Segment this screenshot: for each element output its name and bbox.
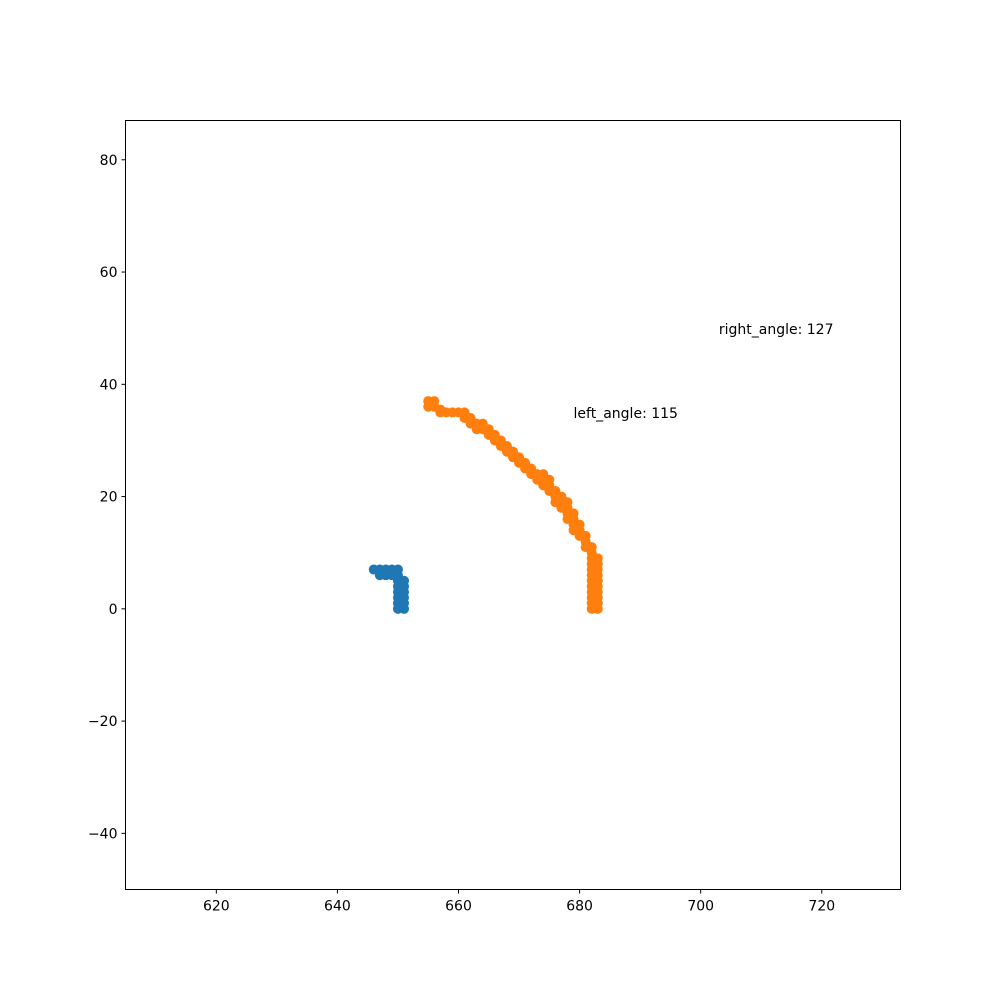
y-tick-label: −40 [88, 826, 118, 842]
data-point [592, 603, 603, 614]
x-tick-label: 720 [808, 899, 835, 915]
x-tick-label: 660 [445, 899, 472, 915]
y-tick-label: 40 [100, 377, 118, 393]
annotation-label: right_angle: 127 [719, 322, 834, 338]
data-points [368, 396, 603, 614]
x-tick-label: 680 [566, 899, 593, 915]
plot-frame [125, 120, 901, 890]
data-point [399, 603, 410, 614]
x-tick-label: 620 [203, 899, 230, 915]
annotations: left_angle: 115 right_angle: 127 [574, 322, 834, 422]
annotation-label: left_angle: 115 [574, 406, 678, 422]
y-tick-label: 0 [109, 602, 118, 618]
x-tick-label: 640 [324, 899, 351, 915]
y-tick-label: 80 [100, 153, 118, 169]
x-tick-label: 700 [687, 899, 714, 915]
series-1 [368, 564, 410, 614]
y-tick-label: 20 [100, 490, 118, 506]
y-tick-label: −20 [88, 714, 118, 730]
y-axis-ticks: −40 −20 0 20 40 60 80 [88, 153, 126, 842]
x-axis-ticks: 620 640 660 680 700 720 [203, 889, 835, 915]
y-tick-label: 60 [100, 265, 118, 281]
series-2 [423, 396, 603, 614]
